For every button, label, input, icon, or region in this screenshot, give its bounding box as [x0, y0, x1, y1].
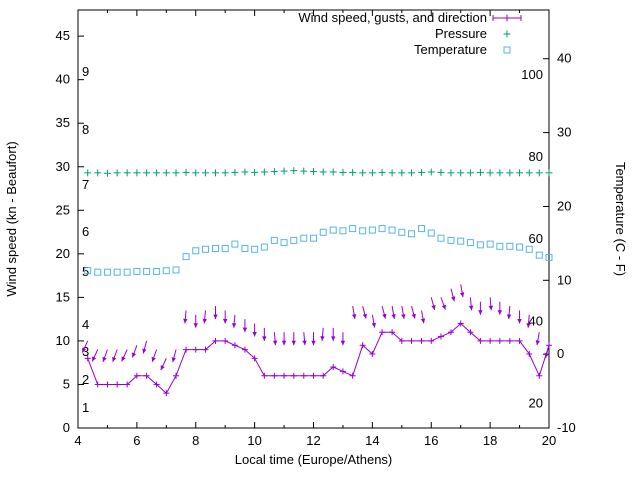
svg-text:35: 35 [56, 115, 70, 130]
svg-text:2: 2 [82, 372, 89, 387]
svg-text:-10: -10 [557, 420, 576, 435]
svg-text:6: 6 [133, 433, 140, 448]
legend-label: Temperature [414, 42, 487, 57]
svg-text:5: 5 [63, 376, 70, 391]
svg-text:5: 5 [82, 264, 89, 279]
svg-text:40: 40 [557, 51, 571, 66]
svg-text:60: 60 [529, 231, 543, 246]
svg-text:10: 10 [56, 333, 70, 348]
svg-text:12: 12 [306, 433, 320, 448]
y-left-axis: 0 5 10 15 20 25 30 35 40 45 Wind speed (kn - Beauf… [4, 28, 84, 435]
svg-text:10: 10 [247, 433, 261, 448]
pressure-series [84, 167, 553, 177]
svg-text:40: 40 [56, 72, 70, 87]
svg-text:14: 14 [365, 433, 379, 448]
svg-text:80: 80 [529, 149, 543, 164]
svg-text:0: 0 [557, 346, 564, 361]
svg-text:4: 4 [74, 433, 81, 448]
svg-text:30: 30 [56, 159, 70, 174]
legend-label: Pressure [435, 26, 487, 41]
legend-label: Wind speed, gusts, and direction [298, 10, 487, 25]
svg-text:20: 20 [557, 198, 571, 213]
svg-text:3: 3 [82, 344, 89, 359]
svg-text:18: 18 [483, 433, 497, 448]
plot-border [77, 9, 550, 429]
y-right-axis: -10 0 10 20 30 40 Temperature (C - F) [543, 51, 628, 435]
svg-text:20: 20 [529, 396, 543, 411]
legend: Wind speed, gusts, and directionPressure… [298, 10, 522, 57]
wind-speed-series [84, 320, 552, 397]
y-left-axis-title: Wind speed (kn - Beaufort) [4, 141, 19, 296]
svg-text:6: 6 [82, 224, 89, 239]
temperature-series [84, 225, 553, 276]
svg-text:40: 40 [529, 314, 543, 329]
svg-text:100: 100 [521, 67, 543, 82]
fahrenheit-scale-labels: 20 40 60 80 100 [521, 67, 543, 411]
svg-text:1: 1 [82, 400, 89, 415]
y-right-axis-title: Temperature (C - F) [613, 162, 628, 276]
svg-text:45: 45 [56, 28, 70, 43]
svg-text:20: 20 [542, 433, 556, 448]
svg-text:16: 16 [424, 433, 438, 448]
svg-text:8: 8 [192, 433, 199, 448]
x-axis-title: Local time (Europe/Athens) [235, 452, 393, 467]
svg-text:9: 9 [82, 64, 89, 79]
beaufort-scale-labels: 1 2 3 4 5 6 7 8 9 [82, 64, 89, 415]
wind-gust-arrows [81, 284, 550, 371]
svg-text:0: 0 [63, 420, 70, 435]
svg-text:20: 20 [56, 246, 70, 261]
svg-text:8: 8 [82, 122, 89, 137]
svg-text:25: 25 [56, 202, 70, 217]
svg-text:15: 15 [56, 289, 70, 304]
svg-text:4: 4 [82, 317, 89, 332]
svg-text:30: 30 [557, 125, 571, 140]
svg-text:10: 10 [557, 272, 571, 287]
svg-text:7: 7 [82, 177, 89, 192]
